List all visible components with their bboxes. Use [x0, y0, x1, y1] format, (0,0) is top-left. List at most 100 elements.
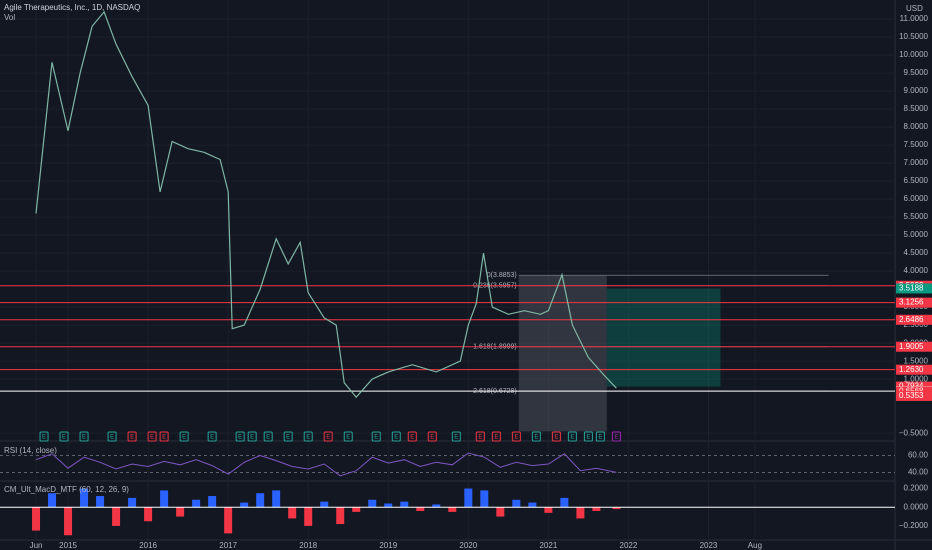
- event-label: E: [614, 435, 618, 441]
- event-label: E: [210, 435, 214, 441]
- event-label: E: [42, 435, 46, 441]
- y-tick-label: 1.0000: [904, 374, 929, 383]
- macd-bar: [288, 507, 297, 519]
- event-label: E: [478, 435, 482, 441]
- event-label: E: [82, 435, 86, 441]
- macd-bar: [176, 507, 185, 517]
- event-marker: [107, 431, 117, 442]
- macd-tick-label: 0.0000: [904, 502, 929, 511]
- zone: [606, 288, 721, 387]
- price-tag: [896, 390, 932, 401]
- macd-bar: [32, 507, 41, 531]
- event-label: E: [454, 435, 458, 441]
- macd-bar: [576, 507, 585, 519]
- event-marker: [531, 431, 541, 442]
- price-tag: [896, 283, 932, 294]
- event-label: E: [586, 435, 590, 441]
- event-label: E: [554, 435, 558, 441]
- zone: [518, 275, 607, 432]
- x-tick-label: Jun: [30, 541, 43, 550]
- y-tick-label: 1.5000: [904, 356, 929, 365]
- event-label: E: [62, 435, 66, 441]
- currency: USD: [906, 4, 923, 13]
- price-line: [35, 10, 617, 399]
- y-tick-label: 11.0000: [900, 14, 929, 23]
- event-label: E: [182, 435, 186, 441]
- macd-bar: [160, 490, 169, 508]
- x-tick-label: 2023: [700, 541, 718, 550]
- x-tick-label: 2017: [219, 541, 237, 550]
- x-tick-label: 2021: [539, 541, 557, 550]
- macd-tick-label: −0.2000: [899, 521, 929, 530]
- rsi-title: RSI (14, close): [4, 446, 57, 455]
- price-tag: [896, 297, 932, 308]
- macd-bar: [304, 507, 313, 526]
- event-marker: [427, 431, 437, 442]
- event-marker: [551, 431, 561, 442]
- price-tag-label: 0.5353: [899, 391, 924, 400]
- x-tick-label: 2020: [459, 541, 477, 550]
- event-marker: [147, 431, 157, 442]
- macd-bar: [112, 507, 121, 526]
- event-marker: [391, 431, 401, 442]
- event-label: E: [598, 435, 602, 441]
- event-marker: [451, 431, 461, 442]
- macd-bar: [224, 507, 233, 534]
- y-tick-label: 6.0000: [904, 194, 929, 203]
- y-tick-label: 9.0000: [904, 86, 929, 95]
- y-tick-label: 10.0000: [899, 50, 928, 59]
- event-marker: [303, 431, 313, 442]
- rsi-tick-label: 60.00: [908, 451, 929, 460]
- macd-bar: [96, 496, 105, 508]
- event-label: E: [534, 435, 538, 441]
- price-tag: [896, 314, 932, 325]
- event-marker: [371, 431, 381, 442]
- event-marker: [247, 431, 257, 442]
- y-tick-label: 10.5000: [899, 32, 928, 41]
- macd-bar: [592, 507, 601, 511]
- macd-bar: [384, 503, 393, 508]
- x-tick-label: 2016: [139, 541, 157, 550]
- macd-bar: [240, 502, 249, 508]
- event-label: E: [394, 435, 398, 441]
- event-marker: [595, 431, 605, 442]
- event-label: E: [570, 435, 574, 441]
- macd-bar: [144, 507, 153, 522]
- macd-bar: [432, 504, 441, 508]
- event-marker: [475, 431, 485, 442]
- event-label: E: [494, 435, 498, 441]
- macd-bar: [368, 499, 377, 508]
- macd-bar: [448, 507, 457, 512]
- y-tick-label: 4.0000: [904, 266, 929, 275]
- event-label: E: [410, 435, 414, 441]
- chart-title: Agile Therapeutics, Inc., 1D, NASDAQ: [4, 3, 140, 12]
- event-label: E: [266, 435, 270, 441]
- event-label: E: [162, 435, 166, 441]
- macd-bar: [496, 507, 505, 517]
- macd-bar: [464, 488, 473, 508]
- event-marker: [39, 431, 49, 442]
- y-tick-label: 7.5000: [904, 140, 929, 149]
- y-tick-label: 4.5000: [904, 248, 929, 257]
- event-label: E: [374, 435, 378, 441]
- x-tick-label: 2018: [299, 541, 317, 550]
- price-tag-label: 2.6486: [899, 315, 924, 324]
- event-label: E: [130, 435, 134, 441]
- y-tick-label: 7.0000: [904, 158, 929, 167]
- event-label: E: [514, 435, 518, 441]
- x-tick-label: 2019: [379, 541, 397, 550]
- event-label: E: [286, 435, 290, 441]
- event-marker: [59, 431, 69, 442]
- macd-bar: [320, 501, 329, 508]
- event-marker: [323, 431, 333, 442]
- event-marker: [583, 431, 593, 442]
- y-tick-label: 8.0000: [904, 122, 929, 131]
- macd-bar: [512, 499, 521, 508]
- macd-bar: [272, 490, 281, 508]
- price-tag-label: 3.5188: [899, 284, 924, 293]
- y-tick-label: −0.5000: [899, 428, 929, 437]
- event-marker: [283, 431, 293, 442]
- event-marker: [567, 431, 577, 442]
- price-tag: [896, 341, 932, 352]
